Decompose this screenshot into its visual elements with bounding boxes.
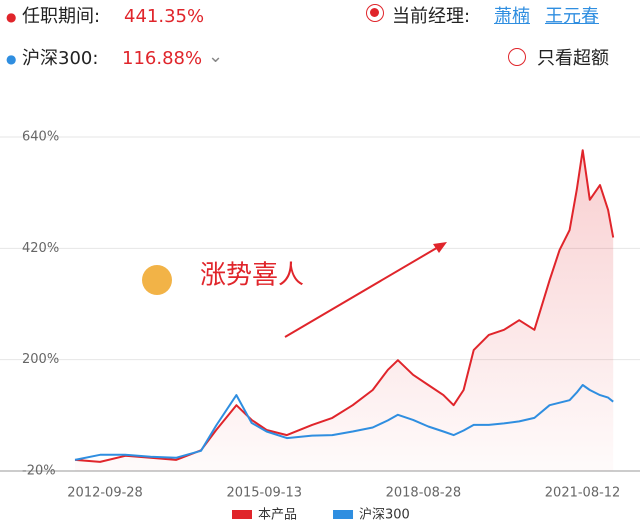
x-tick-label: 2015-09-13 xyxy=(226,486,302,501)
y-tick-label: 640% xyxy=(22,130,59,145)
y-tick-label: -20% xyxy=(22,464,56,479)
manager-link[interactable]: 王元春 xyxy=(545,6,599,27)
x-tick-label: 2021-08-12 xyxy=(545,486,621,501)
emoji-icon xyxy=(142,265,172,295)
dot: ● xyxy=(6,52,17,66)
annotation: 涨势喜人 xyxy=(200,261,304,291)
legend-label: 沪深300 xyxy=(359,507,410,523)
arrow-head xyxy=(433,242,447,253)
legend-swatch xyxy=(232,510,252,519)
dot: ● xyxy=(6,10,17,24)
radio-on[interactable] xyxy=(366,4,384,22)
area xyxy=(75,150,614,471)
line xyxy=(74,384,614,461)
dropdown-icon[interactable]: ⌄ xyxy=(208,46,224,67)
excess-toggle[interactable]: 只看超额 xyxy=(537,48,609,69)
manager-label: 当前经理: xyxy=(392,6,471,27)
index-label: 沪深300: xyxy=(22,48,99,69)
arrow xyxy=(284,245,441,338)
tenure-label: 任职期间: xyxy=(22,6,101,27)
plot: -20% 200% 420% 640% 2012-09-28 2015-09-13 2018… xyxy=(0,130,640,501)
index-value: 116.88% xyxy=(122,48,203,69)
x-tick-label: 2012-09-28 xyxy=(67,486,143,501)
legend-label: 本产品 xyxy=(258,508,297,523)
radio-off[interactable] xyxy=(508,48,526,66)
tenure-value: 441.35% xyxy=(124,6,205,27)
line xyxy=(74,149,615,463)
legend-swatch xyxy=(333,510,354,519)
y-tick-label: 200% xyxy=(22,352,59,367)
manager-link[interactable]: 萧楠 xyxy=(494,6,530,27)
x-tick-label: 2018-08-28 xyxy=(386,486,462,501)
y-tick-label: 420% xyxy=(22,241,59,256)
